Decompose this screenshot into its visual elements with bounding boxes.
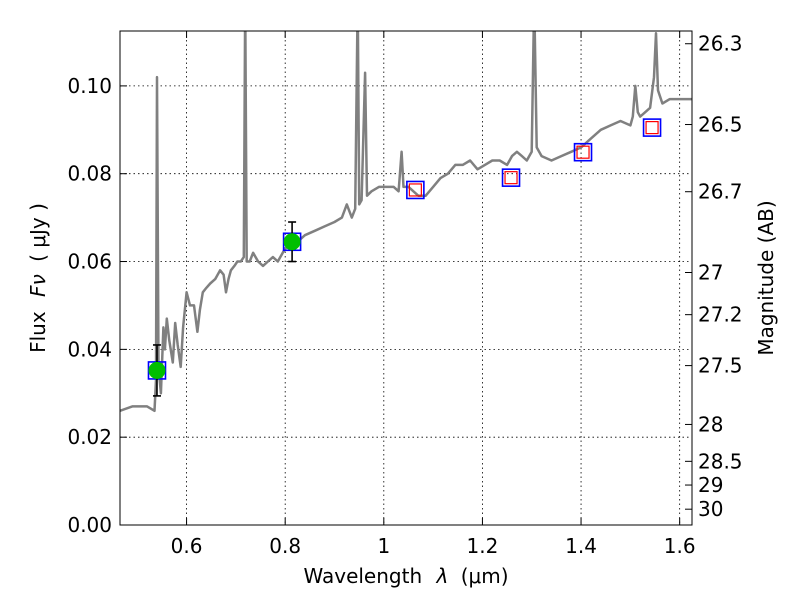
mag-tick-label: 30 xyxy=(698,497,723,521)
x-axis-label-symbol: λ xyxy=(436,564,449,588)
mag-tick-label: 26.5 xyxy=(698,113,743,137)
axis-ticks: 0.6 0.8 1 1.2 1.4 1.6 0.00 0.02 0.04 0.06 0.08 0.10… xyxy=(67,31,743,558)
model-flux-marker xyxy=(642,118,662,137)
y-axis-label: Flux Fν ( μJy ) xyxy=(26,203,50,353)
y-tick-label: 0.08 xyxy=(67,162,112,186)
y-axis-label-symbol: Fν xyxy=(26,274,50,297)
mag-tick-label: 27.5 xyxy=(698,354,743,378)
x-tick-label: 1.2 xyxy=(467,534,499,558)
x-tick-label: 0.6 xyxy=(171,534,203,558)
model-flux-marker xyxy=(573,142,593,162)
mag-tick-label: 26.7 xyxy=(698,180,743,204)
y2-axis-label: Magnitude (AB) xyxy=(754,200,778,355)
spectrum-layer xyxy=(120,31,692,413)
y-tick-label: 0.00 xyxy=(67,513,112,537)
y-tick-label: 0.04 xyxy=(67,337,112,361)
mag-tick-label: 26.3 xyxy=(698,32,743,56)
mag-tick-label: 27.2 xyxy=(698,303,743,327)
plot-frame xyxy=(119,30,693,526)
mag-tick-label: 28 xyxy=(698,412,723,436)
y-tick-label: 0.06 xyxy=(67,250,112,274)
x-tick-label: 1.6 xyxy=(664,534,696,558)
x-axis-label: Wavelength λ (μm) xyxy=(303,564,508,588)
x-tick-label: 0.8 xyxy=(269,534,301,558)
upper-limit-marker xyxy=(504,171,518,185)
spectrum-line xyxy=(120,31,692,413)
upper-limit-marker xyxy=(576,145,590,159)
y-axis-label-text: Flux xyxy=(26,311,50,353)
mag-tick-label: 28.5 xyxy=(698,449,743,473)
y-tick-label: 0.02 xyxy=(67,425,112,449)
y-tick-label: 0.10 xyxy=(67,74,112,98)
model-flux-marker xyxy=(406,180,425,200)
x-axis-label-unit: (μm) xyxy=(461,564,509,588)
detection-point xyxy=(148,361,166,379)
mag-tick-label: 27 xyxy=(698,261,723,285)
mag-tick-label: 29 xyxy=(698,473,723,497)
x-axis-label-text: Wavelength xyxy=(303,564,422,588)
x-tick-label: 1.4 xyxy=(565,534,597,558)
photometry-layer xyxy=(147,118,662,397)
detection-point xyxy=(283,233,301,251)
x-tick-label: 1 xyxy=(377,534,390,558)
upper-limit-marker xyxy=(408,183,422,197)
upper-limit-marker xyxy=(645,121,659,135)
y-axis-label-unit: ( μJy ) xyxy=(26,203,50,262)
model-flux-marker xyxy=(501,168,521,187)
